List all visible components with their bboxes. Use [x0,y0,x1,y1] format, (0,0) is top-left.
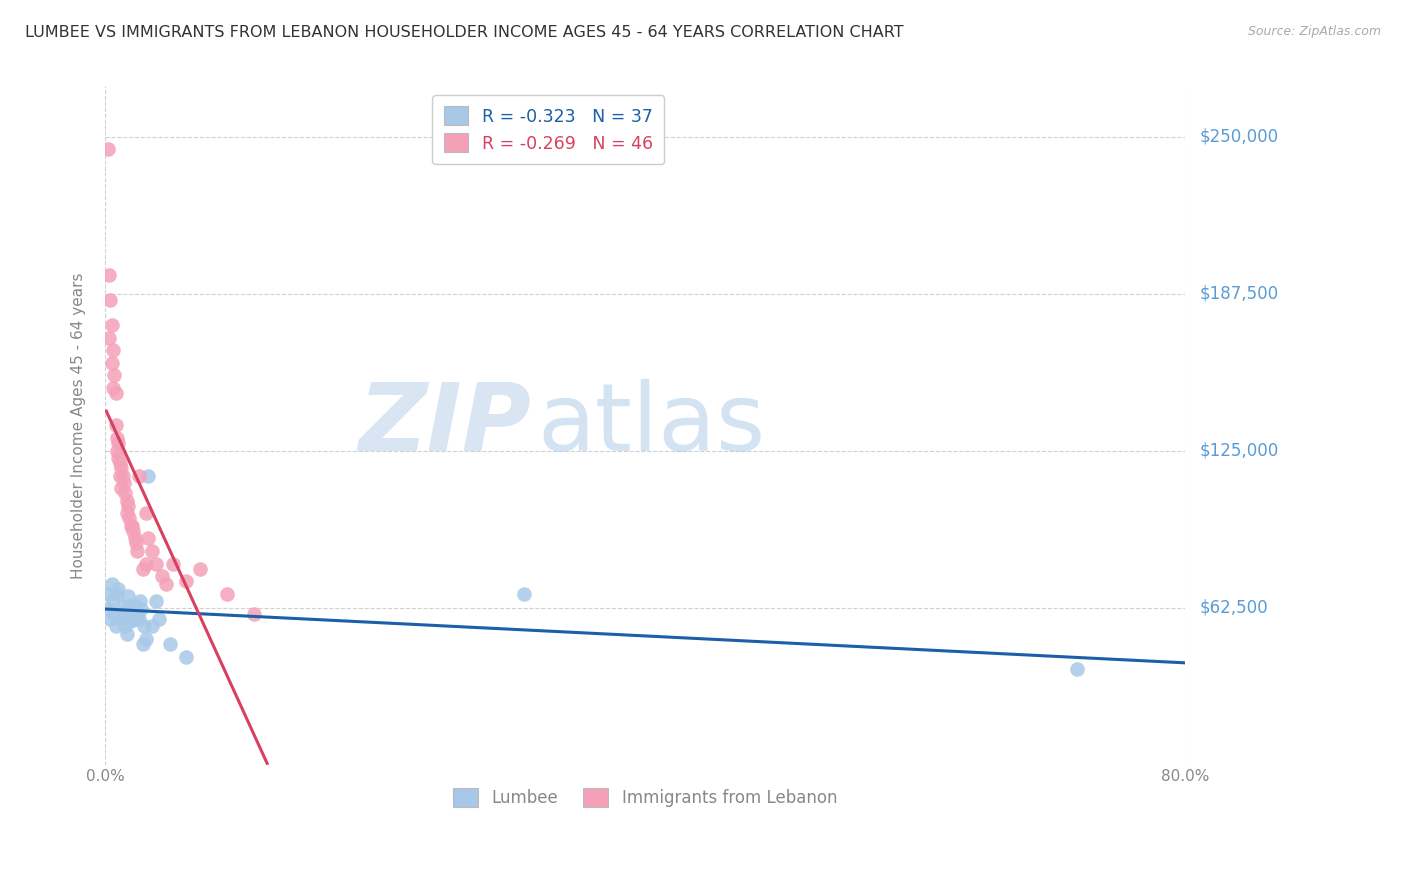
Point [112,607,135,621]
Point [124,612,146,626]
Point [100,318,122,332]
Point [108,468,131,483]
Point [132,637,155,651]
Point [98,601,121,615]
Point [120,615,142,629]
Point [131,601,153,615]
Point [111,468,134,483]
Point [104,385,127,400]
Point [114,486,136,500]
Point [110,481,132,495]
Text: atlas: atlas [537,379,765,472]
Point [141,544,163,558]
Point [100,293,122,307]
Point [122,607,145,621]
Point [101,594,124,608]
Point [1066,662,1088,676]
Point [162,557,184,571]
Point [128,612,150,626]
Point [134,632,156,646]
Legend: Lumbee, Immigrants from Lebanon: Lumbee, Immigrants from Lebanon [447,781,844,814]
Point [105,443,128,458]
Point [136,532,159,546]
Point [125,536,148,550]
Point [112,476,135,491]
Point [107,582,129,596]
Point [512,587,534,601]
Text: ZIP: ZIP [359,379,531,472]
Point [188,561,211,575]
Point [105,431,128,445]
Point [136,468,159,483]
Point [124,532,146,546]
Point [121,519,143,533]
Point [150,569,173,583]
Point [110,461,132,475]
Point [145,594,167,608]
Point [118,511,141,525]
Point [128,468,150,483]
Point [111,599,134,614]
Point [108,456,131,470]
Y-axis label: Householder Income Ages 45 - 64 years: Householder Income Ages 45 - 64 years [72,272,86,579]
Point [118,599,141,614]
Point [121,601,143,615]
Point [120,519,142,533]
Point [104,619,127,633]
Point [115,506,138,520]
Point [110,612,132,626]
Point [97,142,120,156]
Point [98,330,121,344]
Point [115,493,138,508]
Point [132,561,155,575]
Point [174,649,197,664]
Text: $62,500: $62,500 [1199,599,1268,616]
Point [117,499,139,513]
Point [103,607,125,621]
Point [114,619,136,633]
Point [117,589,139,603]
Point [134,506,156,520]
Text: Source: ZipAtlas.com: Source: ZipAtlas.com [1247,25,1381,38]
Point [101,381,124,395]
Point [125,599,148,614]
Point [105,587,128,601]
Point [127,607,149,621]
Point [174,574,197,589]
Point [107,436,129,450]
Text: $250,000: $250,000 [1199,128,1278,145]
Text: LUMBEE VS IMMIGRANTS FROM LEBANON HOUSEHOLDER INCOME AGES 45 - 64 YEARS CORRELAT: LUMBEE VS IMMIGRANTS FROM LEBANON HOUSEH… [25,25,904,40]
Point [100,576,122,591]
Point [242,607,264,621]
Point [134,619,156,633]
Point [107,451,129,466]
Point [100,356,122,370]
Point [148,612,170,626]
Point [159,637,181,651]
Point [145,557,167,571]
Text: $187,500: $187,500 [1199,285,1278,302]
Point [215,587,238,601]
Point [127,544,149,558]
Point [108,607,131,621]
Point [115,627,138,641]
Point [98,268,121,282]
Text: $125,000: $125,000 [1199,442,1278,459]
Point [101,343,124,357]
Point [100,612,122,626]
Point [103,368,125,383]
Point [97,587,120,601]
Point [122,524,145,538]
Point [141,619,163,633]
Point [129,594,152,608]
Point [155,576,177,591]
Point [104,418,127,433]
Point [134,557,156,571]
